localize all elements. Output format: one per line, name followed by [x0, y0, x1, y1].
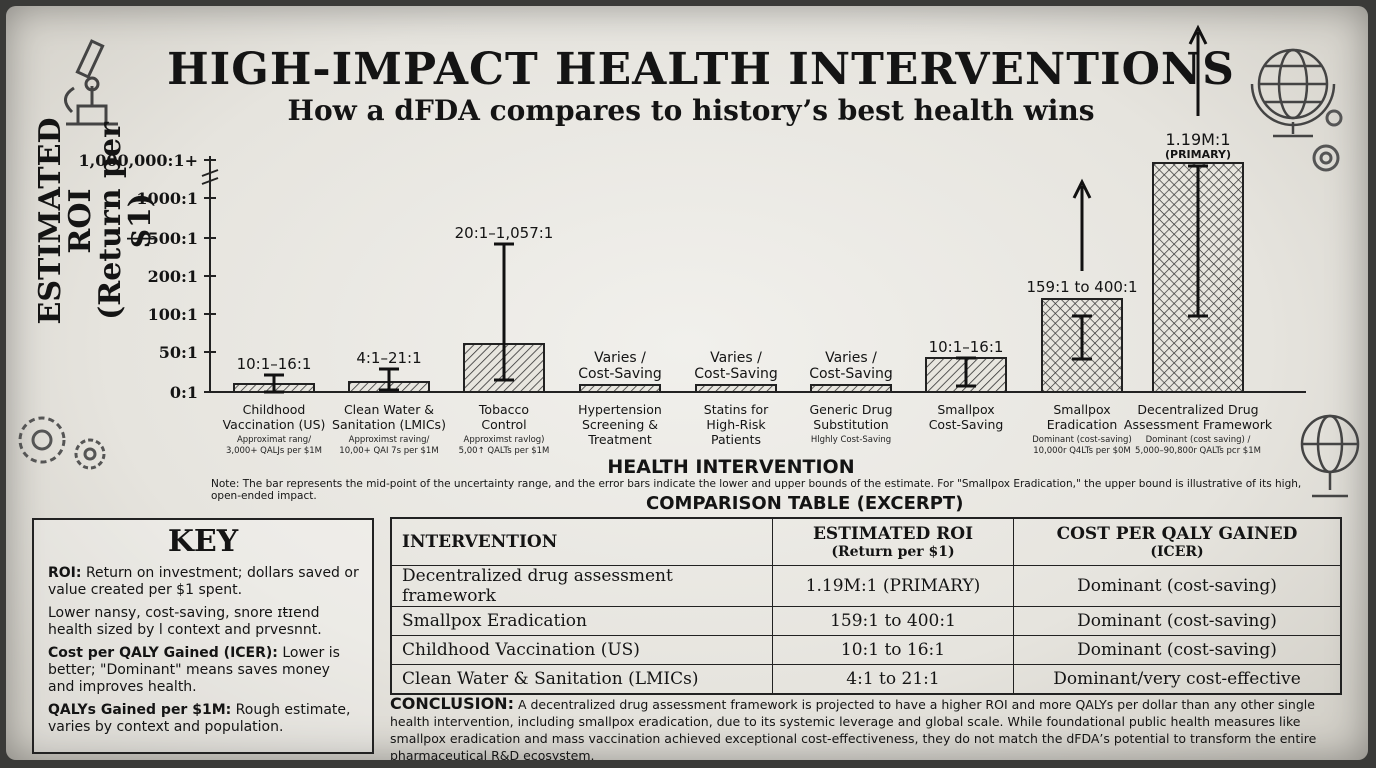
category-label: Screening & — [582, 417, 658, 432]
arrow-head — [1072, 178, 1092, 199]
table-cell: Smallpox Eradication — [390, 606, 773, 636]
data-label: Cost-Saving — [578, 366, 662, 382]
y-tick-label: 100:1 — [148, 305, 198, 324]
data-label: Cost-Saving — [694, 366, 778, 382]
table-cell: Dominant (cost-saving) — [1013, 565, 1342, 607]
category-sublabel: Hlghly Cost-Saving — [811, 435, 891, 445]
table-cell: Childhood Vaccination (US) — [390, 635, 773, 665]
globe-icon — [1250, 48, 1336, 138]
table-cell: Decentralized drug assessment framework — [390, 565, 773, 607]
category-sublabel: Dominant (cost-saving) — [1032, 435, 1132, 445]
data-label: Varies / — [825, 350, 877, 366]
category-label: Assessment Framework — [1124, 417, 1273, 432]
bar — [810, 384, 892, 393]
key-title: KEY — [167, 524, 239, 559]
key-item: Lower nansy, cost-saving, snore ɪŧɪend h… — [48, 605, 322, 638]
category-label: Clean Water & — [344, 402, 434, 417]
y-tick-label: 50:1 — [159, 343, 198, 362]
page-subtitle: How a dFDA compares to history’s best he… — [287, 94, 1095, 127]
table-row: Decentralized drug assessment framework … — [390, 565, 1342, 607]
category-label: Cost-Saving — [929, 417, 1004, 432]
key-item: QALYs Gained per $1M: Rough estimate, va… — [48, 702, 351, 735]
category-label: Smallpox — [1053, 402, 1110, 417]
category-sublabel: 5,000–90,800r QALTs pcr $1M — [1135, 446, 1261, 456]
data-label-sub: (PRIMARY) — [1165, 148, 1231, 161]
key-item: ROI: Return on investment; dollars saved… — [48, 565, 359, 598]
gear-icon — [1312, 109, 1343, 172]
y-tick-label: 500:1 — [148, 229, 198, 248]
category-label: Eradication — [1047, 417, 1118, 432]
data-label: Varies / — [710, 350, 762, 366]
category-label: Childhood — [243, 402, 306, 417]
category-label: Vaccination (US) — [223, 417, 326, 432]
category-sublabel: Approximst ravlog) — [464, 435, 545, 445]
y-tick-label: 200:1 — [148, 267, 198, 286]
data-label: Cost-Saving — [809, 366, 893, 382]
page-title: HIGH-IMPACT HEALTH INTERVENTIONS — [167, 44, 1235, 95]
data-label: 10:1–16:1 — [929, 338, 1004, 356]
category-label: High-Risk — [706, 417, 766, 432]
category-label: Decentralized Drug — [1137, 402, 1258, 417]
key-panel: KEY ROI: Return on investment; dollars s… — [32, 518, 374, 754]
bar — [579, 384, 661, 393]
table-cell: 4:1 to 21:1 — [772, 664, 1014, 695]
bar — [695, 384, 777, 393]
category-sublabel: 10,000r Q4LTs per $0M — [1033, 446, 1131, 456]
category-label: Substitution — [813, 417, 888, 432]
table-cell: Dominant (cost-saving) — [1013, 635, 1342, 665]
table-cell: 10:1 to 16:1 — [772, 635, 1014, 665]
key-item: Cost per QALY Gained (ICER): Lower is be… — [48, 645, 340, 695]
category-sublabel: Approximat rang/ — [237, 435, 311, 445]
table-row: Childhood Vaccination (US) 10:1 to 16:1 … — [390, 635, 1342, 665]
x-axis-label: HEALTH INTERVENTION — [607, 456, 855, 478]
y-tick-label: 0:1 — [170, 383, 198, 402]
table-header-row: INTERVENTION ESTIMATED ROI (Return per $1… — [390, 517, 1342, 566]
category-sublabel: 10,00+ QAI 7s per $1M — [339, 446, 438, 456]
category-sublabel: Approximst raving/ — [349, 435, 430, 445]
chart-note: Note: The bar represents the mid-point o… — [211, 478, 1302, 502]
bar-chart: 0:1 50:1 100:1 200:1 500:1 1000:1 1,000,000:1+… — [78, 24, 1306, 456]
gears-icon — [18, 416, 106, 470]
category-sublabel: 5,00↑ QALTs per $1M — [459, 446, 550, 456]
category-label: Sanitation (LMICs) — [332, 417, 446, 432]
data-label: Varies / — [594, 350, 646, 366]
y-tick-label: 1,000,000:1+ — [78, 151, 198, 170]
data-label: 10:1–16:1 — [237, 355, 312, 373]
table-cell: 159:1 to 400:1 — [772, 606, 1014, 636]
microscope-icon — [64, 39, 118, 126]
category-label: Hypertension — [578, 402, 662, 417]
category-label: Tobacco — [478, 402, 529, 417]
conclusion-text: CONCLUSION: A decentralized drug assessm… — [390, 694, 1317, 760]
column-header: COST PER QALY GAINED (ICER) — [1013, 517, 1342, 566]
data-label: 159:1 to 400:1 — [1026, 278, 1137, 296]
category-sublabel: Dominant (cost saving) / — [1146, 435, 1251, 445]
table-cell: 1.19M:1 (PRIMARY) — [772, 565, 1014, 607]
axis-break-mark — [201, 169, 219, 185]
table-cell: Clean Water & Sanitation (LMICs) — [390, 664, 773, 695]
infographic-frame: HIGH-IMPACT HEALTH INTERVENTIONS How a d… — [6, 6, 1368, 760]
table-cell: Dominant/very cost-effective — [1013, 664, 1342, 695]
table-row: Smallpox Eradication 159:1 to 400:1 Domi… — [390, 606, 1342, 636]
category-sublabel: 3,000+ QALJs per $1M — [226, 446, 322, 456]
category-label: Patients — [711, 432, 761, 447]
category-label: Statins for — [704, 402, 769, 417]
category-label: Smallpox — [937, 402, 994, 417]
column-header: INTERVENTION — [390, 517, 773, 566]
column-header: ESTIMATED ROI (Return per $1) — [772, 517, 1014, 566]
category-label: Control — [481, 417, 526, 432]
globe-icon-small — [1300, 414, 1360, 498]
data-label: 4:1–21:1 — [356, 349, 421, 367]
comparison-table: INTERVENTION ESTIMATED ROI (Return per $1… — [390, 517, 1342, 695]
data-label: 20:1–1,057:1 — [455, 224, 554, 242]
category-label: Treatment — [587, 432, 652, 447]
table-row: Clean Water & Sanitation (LMICs) 4:1 to … — [390, 664, 1342, 695]
table-title: COMPARISON TABLE (EXCERPT) — [646, 493, 964, 514]
table-cell: Dominant (cost-saving) — [1013, 606, 1342, 636]
data-label: 1.19M:1 — [1166, 130, 1231, 149]
arrow-head — [1188, 24, 1208, 45]
y-tick-label: 1000:1 — [136, 189, 198, 208]
category-label: Generic Drug — [809, 402, 892, 417]
